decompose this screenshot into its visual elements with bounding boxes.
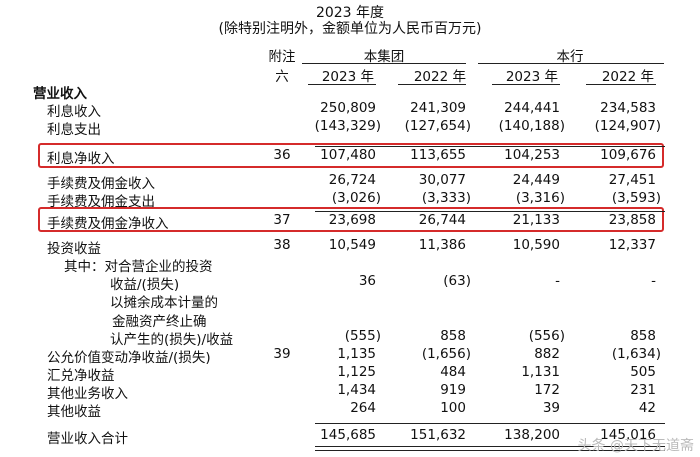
row-value: 858 bbox=[630, 328, 656, 344]
note-header: 附注 bbox=[268, 49, 296, 65]
row-value: 26,724 bbox=[328, 172, 376, 188]
unit-note: (除特别注明外，金额单位为人民币百万元) bbox=[218, 21, 482, 37]
row-label: 公允价值变动净收益/(损失) bbox=[47, 350, 211, 366]
row-value: 39 bbox=[542, 400, 560, 416]
row-value: 1,135 bbox=[337, 346, 376, 362]
row-value: 36 bbox=[358, 273, 376, 289]
row-value: - bbox=[651, 273, 656, 289]
row-value: 11,386 bbox=[418, 237, 466, 253]
row-value: (127,654) bbox=[404, 118, 471, 134]
row-label: 手续费及佣金支出 bbox=[47, 194, 155, 210]
row-label: 收益/(损失) bbox=[110, 277, 180, 293]
report-period: 2023 年度 bbox=[315, 5, 385, 21]
year-header-group-2022: 2022 年 bbox=[413, 69, 466, 85]
row-value: (140,188) bbox=[498, 118, 565, 134]
row-value: 1,434 bbox=[337, 382, 376, 398]
group-header: 本集团 bbox=[363, 49, 405, 65]
row-label: 其中：对合营企业的投资 bbox=[64, 259, 213, 275]
row-value: 12,337 bbox=[608, 237, 656, 253]
row-label: 以摊余成本计量的 bbox=[110, 295, 218, 311]
year-header-group-2023: 2023 年 bbox=[321, 69, 374, 85]
row-value: 1,131 bbox=[521, 364, 560, 380]
row-label: 利息收入 bbox=[47, 104, 101, 120]
row-label: 其他业务收入 bbox=[47, 386, 128, 402]
row-value: (556) bbox=[528, 328, 565, 344]
row-value: (3,026) bbox=[331, 190, 381, 206]
row-value: 919 bbox=[440, 382, 466, 398]
row-value: (1,634) bbox=[611, 346, 661, 362]
row-value: 145,016 bbox=[600, 427, 656, 443]
highlight-net-fee-income bbox=[38, 207, 664, 232]
row-value: 42 bbox=[638, 400, 656, 416]
row-value: 109,676 bbox=[600, 147, 656, 163]
row-value: 858 bbox=[440, 328, 466, 344]
row-value: 244,441 bbox=[504, 100, 560, 116]
row-value: 10,590 bbox=[512, 237, 560, 253]
row-label: 利息支出 bbox=[47, 122, 101, 138]
row-note: 36 bbox=[273, 147, 291, 163]
row-value: 882 bbox=[534, 346, 560, 362]
watermark: 头条 @天下无道斋 bbox=[577, 438, 694, 454]
row-label: 投资收益 bbox=[47, 241, 101, 257]
row-value: 172 bbox=[534, 382, 560, 398]
row-value: 27,451 bbox=[608, 172, 656, 188]
row-value: 145,685 bbox=[320, 427, 376, 443]
note-header-sub: 六 bbox=[275, 69, 289, 85]
row-label: 金融资产终止确 bbox=[112, 314, 207, 330]
row-value: 234,583 bbox=[600, 100, 656, 116]
row-value: 113,655 bbox=[410, 147, 466, 163]
row-value: 241,309 bbox=[410, 100, 466, 116]
row-value: (3,593) bbox=[611, 190, 661, 206]
row-value: (555) bbox=[344, 328, 381, 344]
row-value: 23,698 bbox=[328, 212, 376, 228]
row-label: 其他收益 bbox=[47, 404, 101, 420]
row-value: 10,549 bbox=[328, 237, 376, 253]
year-header-bank-2023: 2023 年 bbox=[505, 69, 558, 85]
row-value: 21,133 bbox=[512, 212, 560, 228]
highlight-net-interest-income bbox=[38, 143, 664, 168]
row-value: 484 bbox=[440, 364, 466, 380]
row-value: 264 bbox=[350, 400, 376, 416]
row-label: 手续费及佣金收入 bbox=[47, 176, 155, 192]
year-header-bank-2022: 2022 年 bbox=[601, 69, 654, 85]
row-value: (63) bbox=[443, 273, 471, 289]
row-label: 利息净收入 bbox=[47, 151, 115, 167]
row-note: 38 bbox=[273, 237, 291, 253]
row-value: 1,125 bbox=[337, 364, 376, 380]
row-value: 231 bbox=[630, 382, 656, 398]
row-value: 30,077 bbox=[418, 172, 466, 188]
row-value: 250,809 bbox=[320, 100, 376, 116]
row-label: 汇兑净收益 bbox=[47, 368, 115, 384]
row-value: 26,744 bbox=[418, 212, 466, 228]
row-value: (1,656) bbox=[421, 346, 471, 362]
row-value: 138,200 bbox=[504, 427, 560, 443]
row-value: 107,480 bbox=[320, 147, 376, 163]
row-value: 23,858 bbox=[608, 212, 656, 228]
row-note: 37 bbox=[273, 212, 291, 228]
row-value: (143,329) bbox=[314, 118, 381, 134]
row-value: (124,907) bbox=[594, 118, 661, 134]
row-value: 24,449 bbox=[512, 172, 560, 188]
row-value: 505 bbox=[630, 364, 656, 380]
row-value: 104,253 bbox=[504, 147, 560, 163]
bank-header: 本行 bbox=[556, 49, 584, 65]
row-value: - bbox=[555, 273, 560, 289]
row-value: 100 bbox=[440, 400, 466, 416]
row-label: 手续费及佣金净收入 bbox=[47, 216, 169, 232]
row-value: 151,632 bbox=[410, 427, 466, 443]
row-note: 39 bbox=[273, 346, 291, 362]
row-label: 营业收入合计 bbox=[47, 431, 128, 447]
row-value: (3,333) bbox=[421, 190, 471, 206]
row-value: (3,316) bbox=[515, 190, 565, 206]
row-label: 认产生的(损失)/收益 bbox=[110, 332, 234, 348]
row-label: 营业收入 bbox=[33, 86, 87, 102]
